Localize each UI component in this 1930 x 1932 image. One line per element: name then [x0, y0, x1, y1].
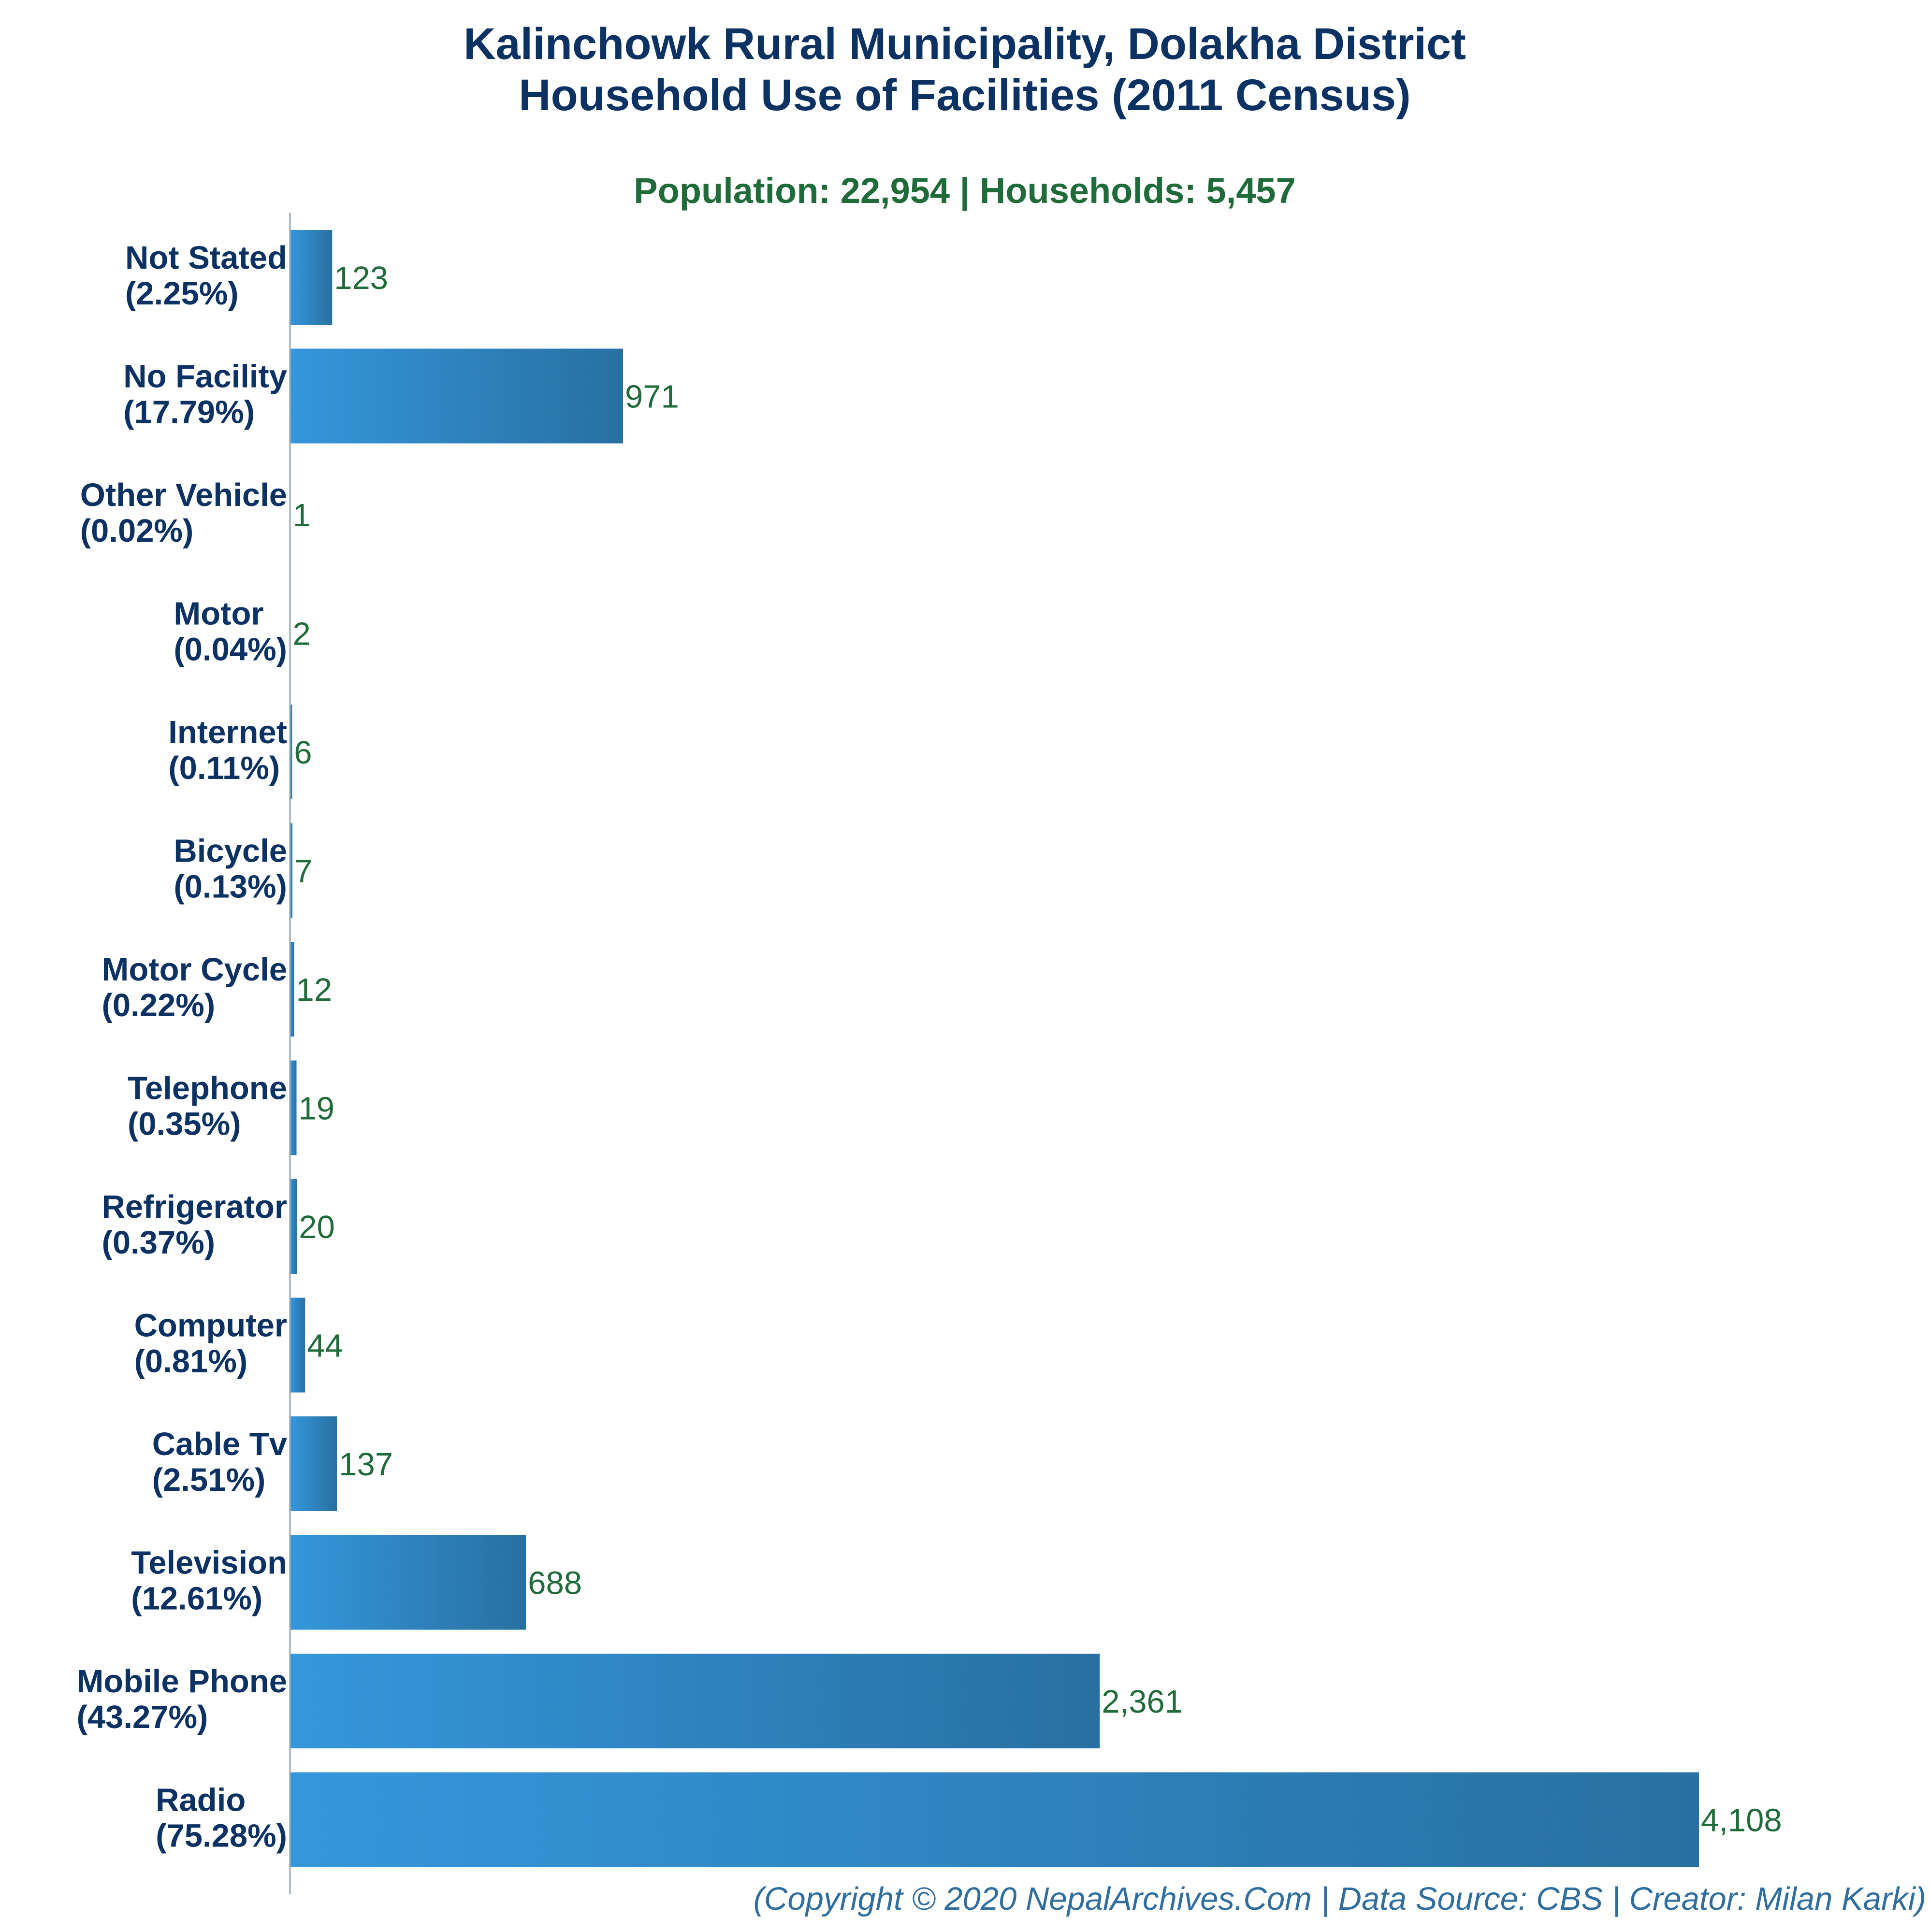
bar-no-facility	[290, 348, 624, 444]
category-label-internet: Internet(0.11%)	[168, 714, 287, 786]
category-name-not-stated: Not Stated	[125, 240, 287, 276]
value-label-no-facility: 971	[625, 379, 679, 415]
value-label-motor-cycle: 12	[296, 972, 333, 1008]
bars-layer	[290, 230, 1699, 1867]
category-name-mobile-phone: Mobile Phone	[77, 1663, 288, 1700]
category-name-motor-cycle: Motor Cycle	[102, 952, 287, 988]
value-label-mobile-phone: 2,361	[1102, 1684, 1183, 1720]
category-name-telephone: Telephone	[128, 1070, 287, 1107]
bar-computer	[290, 1298, 305, 1393]
category-pct-refrigerator: (0.37%)	[102, 1225, 216, 1261]
value-label-telephone: 19	[298, 1091, 334, 1127]
category-pct-mobile-phone: (43.27%)	[77, 1699, 208, 1735]
category-name-radio: Radio	[156, 1782, 246, 1818]
footer-credit: (Copyright © 2020 NepalArchives.Com | Da…	[754, 1881, 1926, 1918]
value-label-not-stated: 123	[334, 260, 388, 296]
category-label-motor-cycle: Motor Cycle(0.22%)	[102, 952, 287, 1024]
category-pct-other-vehicle: (0.02%)	[80, 513, 194, 549]
category-name-other-vehicle: Other Vehicle	[80, 477, 287, 513]
bar-telephone	[290, 1060, 297, 1155]
chart-subtitle: Population: 22,954 | Households: 5,457	[634, 171, 1296, 211]
category-name-internet: Internet	[168, 714, 287, 750]
category-label-bicycle: Bicycle(0.13%)	[174, 833, 287, 905]
category-pct-motor-cycle: (0.22%)	[102, 987, 216, 1024]
category-name-computer: Computer	[134, 1308, 287, 1344]
category-name-no-facility: No Facility	[123, 359, 287, 395]
category-label-telephone: Telephone(0.35%)	[128, 1070, 287, 1142]
category-label-computer: Computer(0.81%)	[134, 1308, 287, 1380]
chart-title-line-1: Kalinchowk Rural Municipality, Dolakha D…	[464, 19, 1466, 69]
category-label-mobile-phone: Mobile Phone(43.27%)	[77, 1663, 288, 1735]
category-pct-no-facility: (17.79%)	[123, 394, 255, 431]
bar-refrigerator	[290, 1179, 297, 1274]
category-pct-not-stated: (2.25%)	[125, 275, 239, 312]
category-name-bicycle: Bicycle	[174, 833, 287, 869]
category-name-motor: Motor	[174, 596, 263, 632]
category-pct-computer: (0.81%)	[134, 1343, 248, 1380]
category-label-motor: Motor(0.04%)	[174, 596, 287, 668]
bar-cable-tv	[290, 1416, 337, 1511]
category-label-not-stated: Not Stated(2.25%)	[125, 240, 287, 312]
value-label-other-vehicle: 1	[293, 497, 311, 533]
category-name-television: Television	[131, 1545, 287, 1581]
category-pct-motor: (0.04%)	[174, 632, 287, 668]
category-label-refrigerator: Refrigerator(0.37%)	[102, 1189, 287, 1261]
bar-internet	[290, 705, 292, 799]
value-label-motor: 2	[293, 616, 311, 652]
value-label-refrigerator: 20	[299, 1209, 335, 1245]
category-labels-layer: Not Stated(2.25%) No Facility(17.79%) Othe…	[77, 240, 288, 1854]
value-label-radio: 4,108	[1701, 1802, 1782, 1839]
bar-bicycle	[290, 823, 292, 918]
category-label-radio: Radio(75.28%)	[156, 1782, 287, 1854]
value-label-computer: 44	[307, 1328, 343, 1364]
category-pct-television: (12.61%)	[131, 1581, 262, 1617]
category-pct-radio: (75.28%)	[156, 1818, 287, 1854]
category-label-television: Television(12.61%)	[131, 1545, 287, 1617]
category-name-cable-tv: Cable Tv	[152, 1426, 287, 1462]
category-label-cable-tv: Cable Tv(2.51%)	[152, 1426, 287, 1498]
category-pct-bicycle: (0.13%)	[174, 869, 287, 905]
bar-not-stated	[290, 230, 333, 325]
category-label-no-facility: No Facility(17.79%)	[123, 359, 287, 431]
bar-motor-cycle	[290, 942, 294, 1037]
category-label-other-vehicle: Other Vehicle(0.02%)	[80, 477, 287, 549]
category-name-refrigerator: Refrigerator	[102, 1189, 287, 1225]
value-label-bicycle: 7	[294, 853, 312, 890]
category-pct-internet: (0.11%)	[168, 750, 280, 786]
value-label-internet: 6	[294, 735, 312, 771]
value-label-television: 688	[528, 1565, 582, 1601]
value-label-cable-tv: 137	[339, 1446, 393, 1483]
bar-radio	[290, 1772, 1699, 1867]
category-pct-telephone: (0.35%)	[128, 1106, 241, 1142]
chart-title-line-2: Household Use of Facilities (2011 Census…	[519, 71, 1411, 120]
bar-mobile-phone	[290, 1654, 1100, 1748]
bar-television	[290, 1535, 526, 1630]
category-pct-cable-tv: (2.51%)	[152, 1462, 266, 1498]
